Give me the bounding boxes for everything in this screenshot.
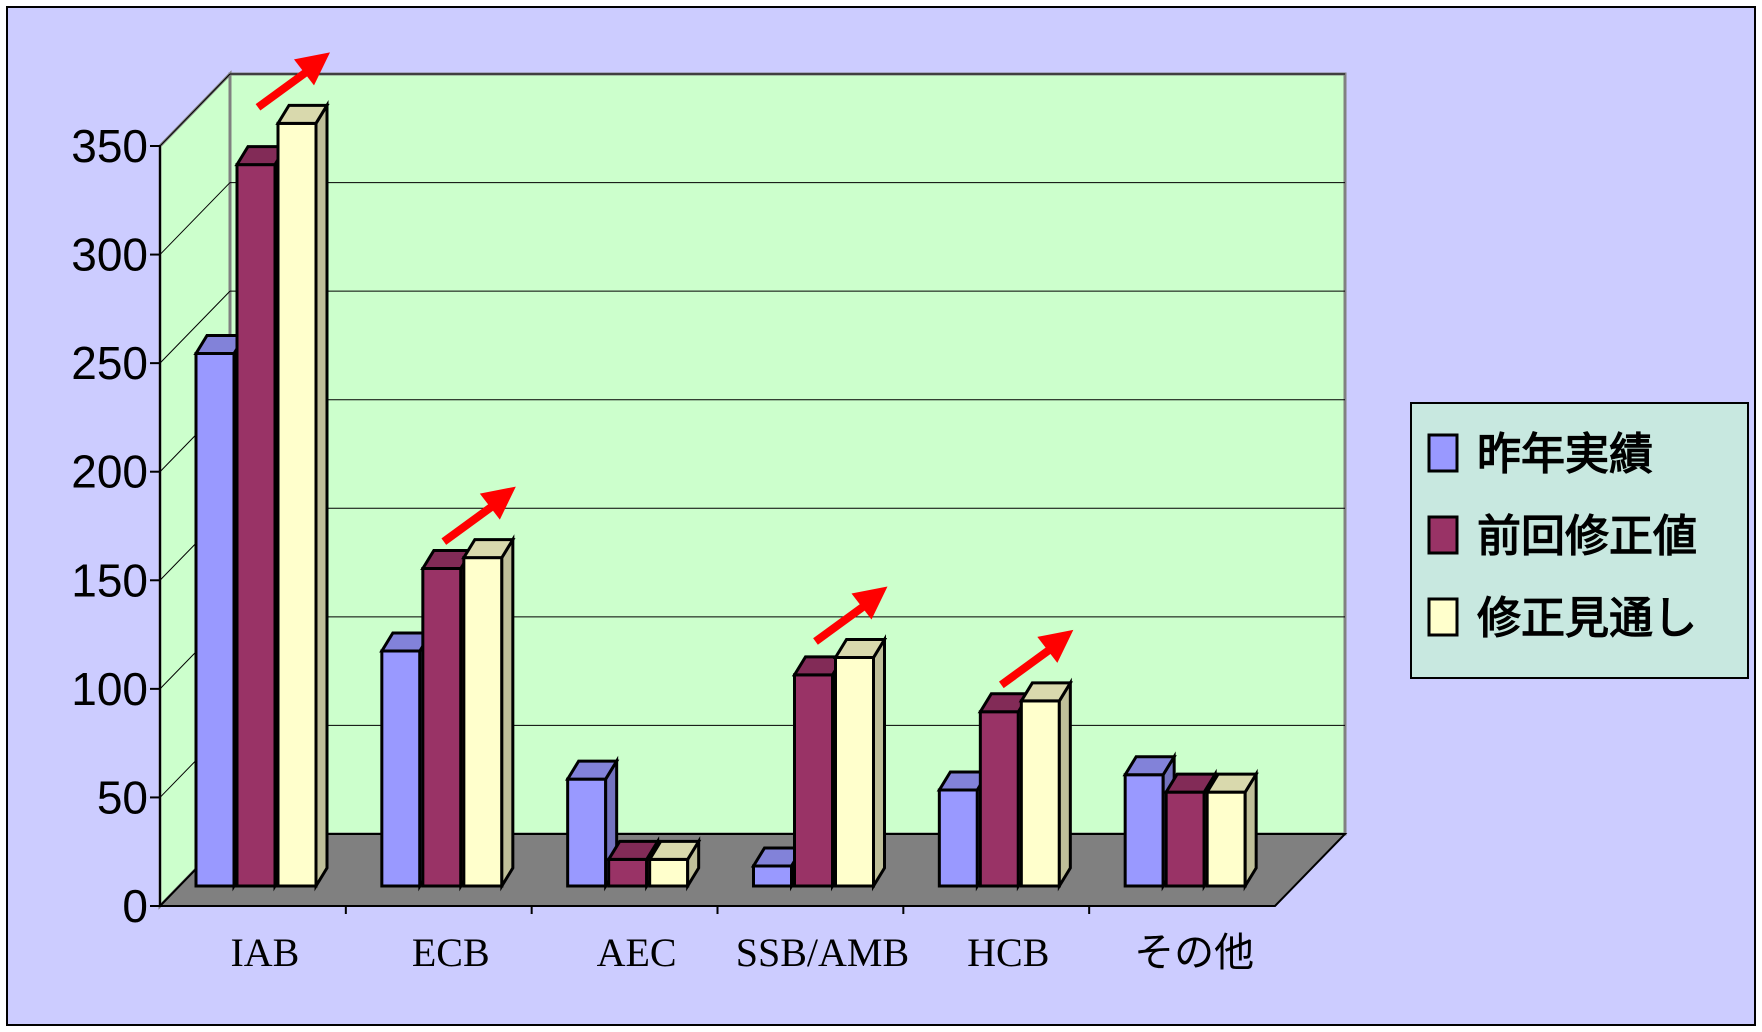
gridline-side xyxy=(159,182,231,255)
bar-front xyxy=(1205,790,1247,888)
increase-arrow xyxy=(255,52,330,111)
bar-top xyxy=(646,839,702,861)
bar-side xyxy=(314,99,329,892)
bar xyxy=(646,836,702,892)
bar-front xyxy=(235,163,277,888)
y-tick-label: 250 xyxy=(71,337,148,389)
x-tick-label: ECB xyxy=(412,930,490,975)
y-axis-ticks: 0 50 100 150 200 250 300 350 xyxy=(71,120,160,932)
x-tick-label: SSB/AMB xyxy=(736,930,909,975)
bar-top xyxy=(1122,755,1177,777)
bar-front xyxy=(566,777,608,888)
x-tick-label: AEC xyxy=(597,930,677,975)
gridline-side xyxy=(159,290,231,364)
bar-side xyxy=(500,534,515,892)
bar-front xyxy=(1164,790,1206,888)
y-tick-label: 0 xyxy=(122,880,148,932)
bar-side xyxy=(872,634,886,892)
bar-front xyxy=(834,655,875,888)
arrow-shaft xyxy=(813,603,866,645)
bar-top xyxy=(1163,772,1218,794)
bar-front xyxy=(1123,773,1165,888)
bar-front xyxy=(276,121,318,888)
increase-arrow xyxy=(998,629,1074,689)
increase-arrow xyxy=(441,486,516,545)
bar xyxy=(275,99,330,892)
bar-front xyxy=(194,351,236,888)
x-tick-label: IAB xyxy=(230,930,299,975)
legend-swatch xyxy=(1427,433,1459,473)
bar-front xyxy=(978,710,1020,888)
bar xyxy=(1018,677,1074,892)
bar-top xyxy=(605,839,661,861)
bar-front xyxy=(1019,699,1061,888)
y-tick-label: 100 xyxy=(71,663,148,715)
bar-top xyxy=(461,538,516,560)
bar xyxy=(461,534,516,892)
bar-top xyxy=(832,637,888,659)
bar-front xyxy=(752,864,793,888)
legend-swatch xyxy=(1427,597,1459,637)
bars xyxy=(193,99,1259,892)
x-tick-label: その他 xyxy=(1134,930,1254,975)
y-tick-label: 150 xyxy=(71,554,148,606)
bar xyxy=(1204,768,1259,892)
legend-label: 修正見通し xyxy=(1477,593,1697,644)
legend-label: 昨年実績 xyxy=(1477,429,1653,480)
gridline-side xyxy=(159,73,231,147)
bar xyxy=(832,634,888,892)
bar-top xyxy=(564,759,620,781)
gridlines xyxy=(159,73,1345,798)
bar-front xyxy=(937,788,979,888)
bar-top xyxy=(1204,772,1259,794)
arrow-head xyxy=(1037,629,1074,663)
arrow-head xyxy=(479,486,516,520)
increase-arrows xyxy=(255,52,1074,689)
x-axis-labels: IAB ECB AEC SSB/AMB HCB その他 xyxy=(230,906,1254,975)
arrow-head xyxy=(294,52,330,86)
bar-top xyxy=(1018,681,1074,703)
arrow-shaft xyxy=(441,503,495,545)
legend-label: 前回修正値 xyxy=(1477,511,1697,562)
x-tick-label: HCB xyxy=(967,930,1049,975)
y-tick-label: 350 xyxy=(71,120,148,172)
bar-front xyxy=(421,566,463,888)
y-tick-label: 50 xyxy=(97,771,148,823)
bar-top xyxy=(275,103,330,125)
legend-swatch xyxy=(1427,515,1459,555)
arrow-head xyxy=(851,586,888,620)
y-tick-label: 200 xyxy=(71,446,148,498)
bar-front xyxy=(462,556,504,888)
arrow-shaft xyxy=(998,646,1052,689)
y-tick-label: 300 xyxy=(71,229,148,281)
legend-box xyxy=(1410,402,1749,679)
increase-arrow xyxy=(813,586,888,645)
bar-front xyxy=(607,857,649,888)
bar-side xyxy=(1057,677,1072,892)
arrow-shaft xyxy=(255,69,309,111)
bar-front xyxy=(648,857,690,888)
bar-front xyxy=(380,649,422,888)
bar-front xyxy=(793,673,834,888)
